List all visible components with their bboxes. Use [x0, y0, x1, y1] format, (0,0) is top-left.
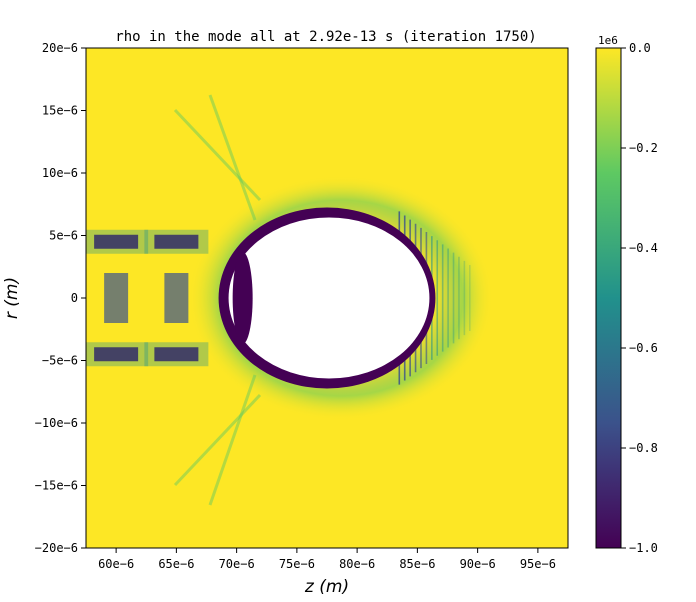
y-tick-label: −10e−6: [35, 416, 78, 430]
colorbar-offset-label: 1e6: [598, 34, 618, 47]
x-tick-label: 60e−6: [98, 557, 134, 571]
y-tick-label: −15e−6: [35, 479, 78, 493]
x-tick-label: 75e−6: [279, 557, 315, 571]
y-tick-label: 20e−6: [42, 41, 78, 55]
chart-title: rho in the mode all at 2.92e-13 s (itera…: [115, 29, 536, 45]
colorbar-tick-label: −0.6: [629, 341, 658, 355]
colorbar-tick-label: −0.8: [629, 441, 658, 455]
wake-streak: [173, 108, 262, 202]
electron-cluster-core: [164, 273, 189, 323]
electron-cluster: [94, 347, 139, 362]
x-tick-label: 65e−6: [158, 557, 194, 571]
wake-streak: [173, 393, 262, 487]
electron-cluster: [94, 234, 139, 249]
electron-cluster-core: [104, 273, 129, 323]
x-tick-label: 85e−6: [399, 557, 435, 571]
rear-spike: [232, 252, 253, 344]
y-tick-label: −5e−6: [42, 354, 78, 368]
x-axis: 60e−6 65e−6 70e−6 75e−6 80e−6 85e−6 90e−6 95e−6: [98, 548, 556, 571]
x-tick-label: 95e−6: [520, 557, 556, 571]
colorbar-tick-label: −0.2: [629, 141, 658, 155]
electron-cluster-halo: [86, 342, 149, 367]
electron-cluster-halo: [144, 342, 209, 367]
x-tick-label: 70e−6: [219, 557, 255, 571]
y-tick-label: 15e−6: [42, 104, 78, 118]
y-axis-label: r (m): [2, 277, 22, 319]
bubble-interior: [228, 217, 430, 379]
colorbar-tick-label: −1.0: [629, 541, 658, 555]
electron-cluster: [154, 347, 199, 362]
y-tick-label: −20e−6: [35, 541, 78, 555]
wake-streak: [208, 374, 257, 506]
y-tick-label: 0: [71, 291, 78, 305]
electron-cluster: [154, 234, 199, 249]
colorbar-tick-label: −0.4: [629, 241, 658, 255]
x-axis-label: z (m): [304, 577, 349, 597]
heatmap-area: [86, 48, 568, 548]
colorbar: [595, 47, 622, 549]
wake-streak: [208, 94, 257, 221]
y-tick-label: 10e−6: [42, 166, 78, 180]
x-tick-label: 80e−6: [339, 557, 375, 571]
heatmap-features: [86, 94, 494, 506]
electron-cluster-halo: [86, 229, 149, 254]
y-tick-label: 5e−6: [49, 229, 78, 243]
electron-cluster-halo: [144, 229, 209, 254]
y-axis: 20e−6 15e−6 10e−6 5e−6 0 −5e−6 −10e−6 −15e−6 −20…: [35, 41, 86, 555]
x-tick-label: 90e−6: [460, 557, 496, 571]
colorbar-ticks: 0.0 −0.2 −0.4 −0.6 −0.8 −1.0: [621, 41, 658, 555]
colorbar-tick-label: 0.0: [629, 41, 651, 55]
